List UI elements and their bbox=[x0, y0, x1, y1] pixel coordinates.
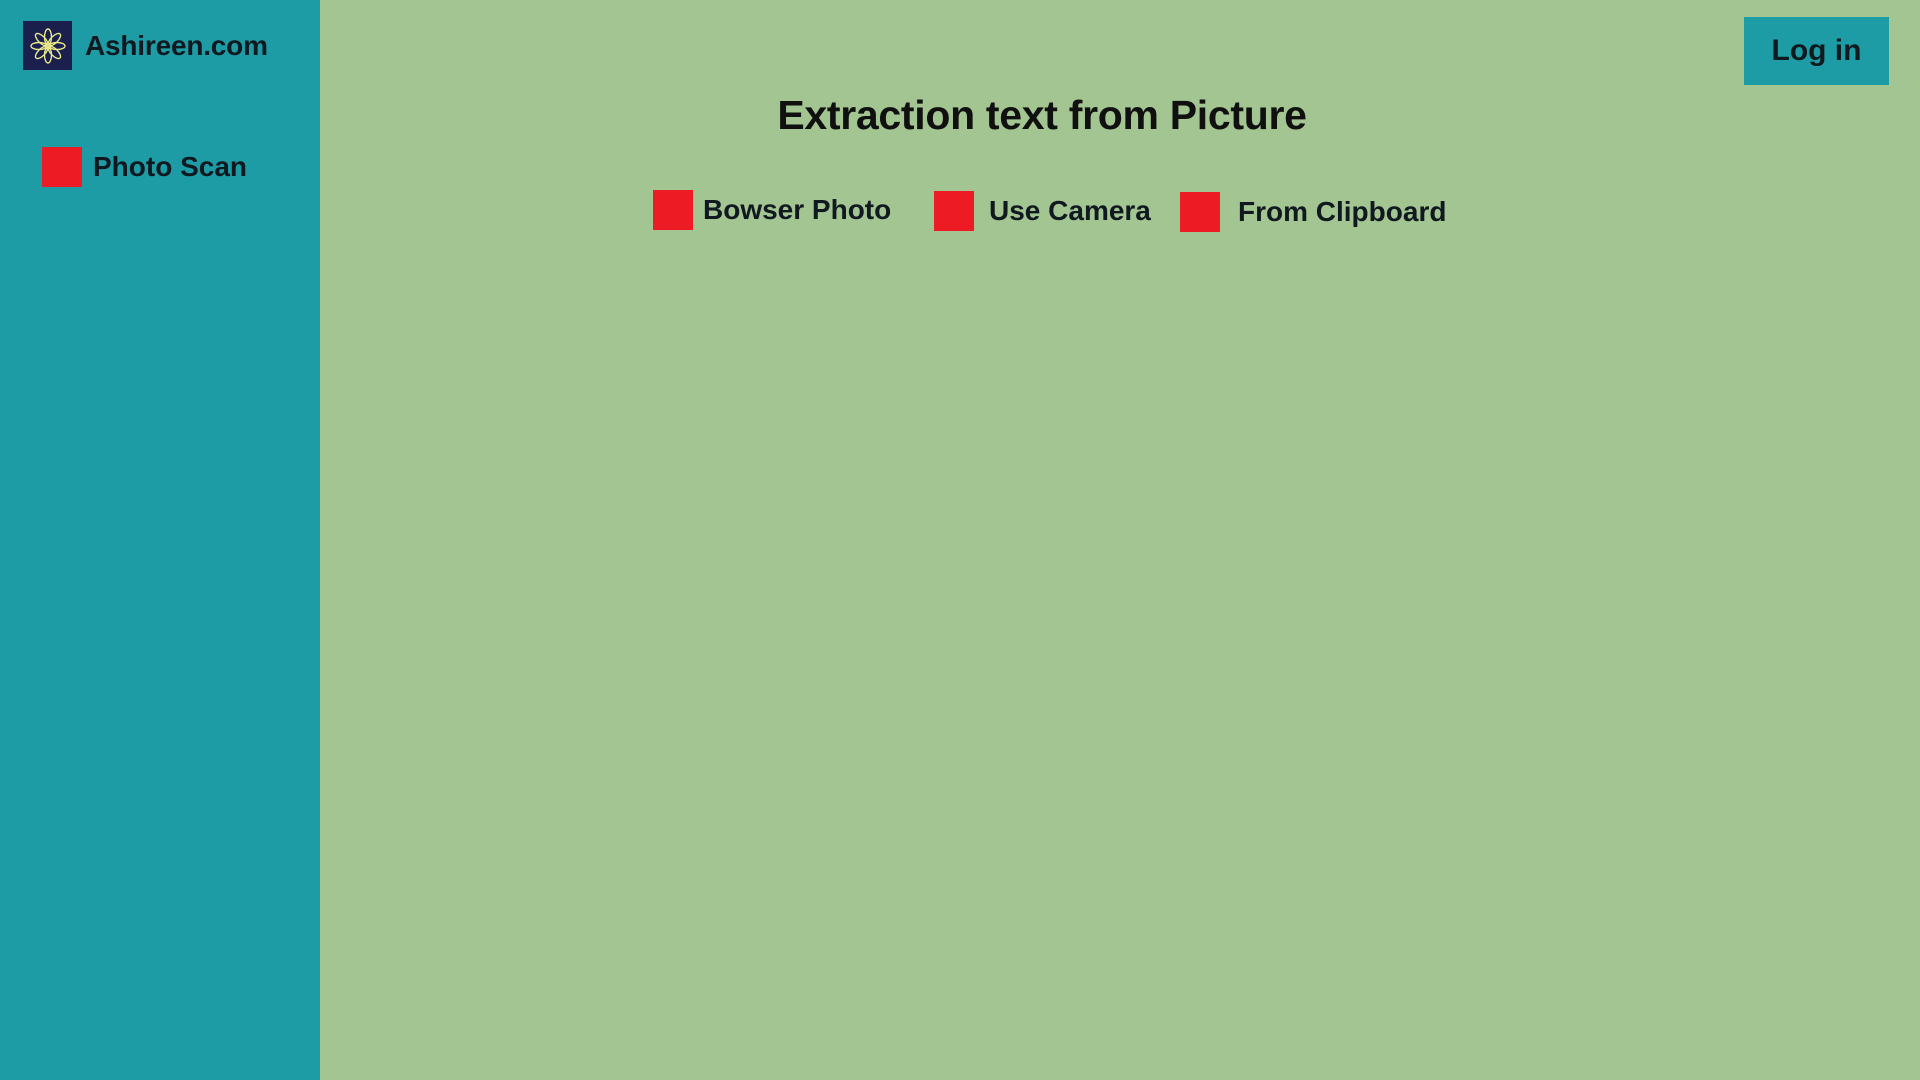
sidebar-item-photo-scan[interactable]: Photo Scan bbox=[42, 147, 247, 187]
option-label: Bowser Photo bbox=[703, 194, 892, 225]
from-clipboard-option[interactable]: From Clipboard bbox=[1180, 192, 1446, 232]
browse-photo-option[interactable]: Bowser Photo bbox=[653, 190, 891, 230]
red-square-icon bbox=[1180, 192, 1220, 232]
flower-mandala-icon bbox=[23, 21, 72, 70]
red-square-icon bbox=[934, 191, 974, 231]
sidebar-item-label: Photo Scan bbox=[93, 151, 248, 182]
use-camera-option[interactable]: Use Camera bbox=[934, 191, 1151, 231]
brand[interactable]: Ashireen.com bbox=[23, 21, 268, 70]
brand-name: Ashireen.com bbox=[85, 29, 268, 61]
sidebar: Ashireen.com Photo Scan bbox=[0, 0, 320, 1080]
option-label: From Clipboard bbox=[1238, 196, 1447, 227]
red-square-icon bbox=[653, 190, 693, 230]
option-label: Use Camera bbox=[989, 195, 1151, 226]
login-button[interactable]: Log in bbox=[1744, 17, 1889, 85]
page-title: Extraction text from Picture bbox=[777, 92, 1307, 138]
red-square-icon bbox=[42, 147, 82, 187]
